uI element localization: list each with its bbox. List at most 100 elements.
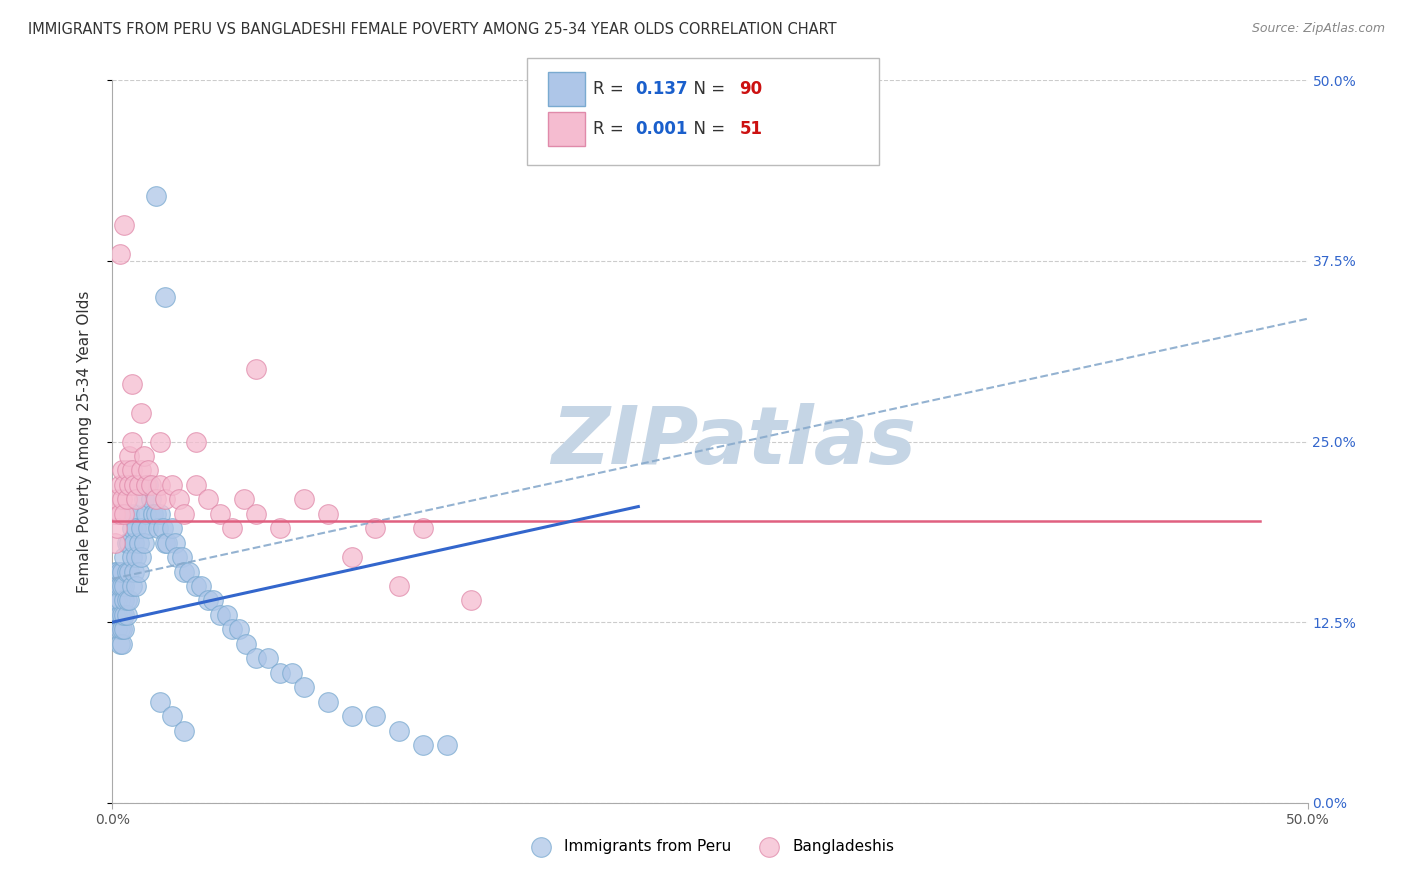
Bangladeshis xyxy=(233,492,256,507)
Immigrants from Peru xyxy=(114,623,135,637)
Text: R =: R = xyxy=(593,80,630,98)
Text: 0.137: 0.137 xyxy=(636,80,688,98)
Immigrants from Peru xyxy=(105,623,128,637)
Text: N =: N = xyxy=(683,120,731,138)
Immigrants from Peru xyxy=(166,550,188,565)
Immigrants from Peru xyxy=(217,607,239,622)
Immigrants from Peru xyxy=(108,565,131,579)
Immigrants from Peru xyxy=(162,709,183,723)
Bangladeshis xyxy=(173,507,195,521)
Bangladeshis xyxy=(149,434,172,449)
Immigrants from Peru xyxy=(104,607,127,622)
Bangladeshis xyxy=(104,507,127,521)
Bangladeshis xyxy=(121,434,143,449)
Bangladeshis xyxy=(197,492,219,507)
Immigrants from Peru xyxy=(104,593,127,607)
Bangladeshis xyxy=(111,492,134,507)
Immigrants from Peru xyxy=(129,550,152,565)
Immigrants from Peru xyxy=(153,535,176,549)
Immigrants from Peru xyxy=(145,507,167,521)
Immigrants from Peru xyxy=(142,507,165,521)
Text: ZIPatlas: ZIPatlas xyxy=(551,402,917,481)
Immigrants from Peru xyxy=(105,593,128,607)
Immigrants from Peru xyxy=(436,738,458,752)
Bangladeshis xyxy=(128,478,150,492)
Immigrants from Peru xyxy=(173,565,195,579)
Bangladeshis xyxy=(145,492,167,507)
Immigrants from Peru xyxy=(138,478,160,492)
Bangladeshis xyxy=(153,492,176,507)
Immigrants from Peru xyxy=(163,535,186,549)
Immigrants from Peru xyxy=(114,607,135,622)
Immigrants from Peru xyxy=(177,565,200,579)
Immigrants from Peru xyxy=(412,738,434,752)
Text: 0.001: 0.001 xyxy=(636,120,688,138)
Immigrants from Peru xyxy=(388,723,411,738)
Immigrants from Peru xyxy=(108,607,131,622)
Immigrants from Peru xyxy=(108,623,131,637)
Immigrants from Peru xyxy=(115,593,138,607)
Immigrants from Peru xyxy=(364,709,387,723)
Immigrants from Peru xyxy=(128,565,150,579)
Bangladeshis xyxy=(135,478,157,492)
Bangladeshis xyxy=(104,535,127,549)
Immigrants from Peru xyxy=(125,550,148,565)
Immigrants from Peru xyxy=(122,535,145,549)
Text: IMMIGRANTS FROM PERU VS BANGLADESHI FEMALE POVERTY AMONG 25-34 YEAR OLDS CORRELA: IMMIGRANTS FROM PERU VS BANGLADESHI FEMA… xyxy=(28,22,837,37)
Immigrants from Peru xyxy=(145,189,167,203)
Immigrants from Peru xyxy=(108,637,131,651)
Immigrants from Peru xyxy=(132,492,155,507)
Bangladeshis xyxy=(364,521,387,535)
Immigrants from Peru xyxy=(118,593,141,607)
Bangladeshis xyxy=(121,376,143,391)
Immigrants from Peru xyxy=(111,565,134,579)
Immigrants from Peru xyxy=(162,521,183,535)
Bangladeshis xyxy=(129,406,152,420)
Immigrants from Peru xyxy=(281,665,304,680)
Bangladeshis xyxy=(115,492,138,507)
Immigrants from Peru xyxy=(108,579,131,593)
Immigrants from Peru xyxy=(135,507,157,521)
Immigrants from Peru xyxy=(121,550,143,565)
Bangladeshis xyxy=(388,579,411,593)
Bangladeshis xyxy=(186,478,208,492)
Immigrants from Peru xyxy=(292,680,315,694)
Immigrants from Peru xyxy=(173,723,195,738)
Bangladeshis xyxy=(412,521,434,535)
Immigrants from Peru xyxy=(122,507,145,521)
Immigrants from Peru xyxy=(228,623,250,637)
Immigrants from Peru xyxy=(104,565,127,579)
Bangladeshis xyxy=(149,478,172,492)
Immigrants from Peru xyxy=(257,651,280,665)
Immigrants from Peru xyxy=(340,709,363,723)
Immigrants from Peru xyxy=(108,593,131,607)
Immigrants from Peru xyxy=(170,550,193,565)
Immigrants from Peru xyxy=(122,565,145,579)
Bangladeshis xyxy=(162,478,183,492)
Immigrants from Peru xyxy=(269,665,291,680)
Bangladeshis xyxy=(108,478,131,492)
Bangladeshis xyxy=(105,492,128,507)
Immigrants from Peru xyxy=(118,507,141,521)
Immigrants from Peru xyxy=(132,535,155,549)
Bangladeshis xyxy=(115,463,138,477)
Bangladeshis xyxy=(245,362,267,376)
Bangladeshis xyxy=(316,507,339,521)
Bangladeshis xyxy=(221,521,243,535)
Immigrants from Peru xyxy=(111,579,134,593)
Bangladeshis xyxy=(129,463,152,477)
Immigrants from Peru xyxy=(115,565,138,579)
Y-axis label: Female Poverty Among 25-34 Year Olds: Female Poverty Among 25-34 Year Olds xyxy=(77,291,91,592)
Immigrants from Peru xyxy=(115,535,138,549)
Bangladeshis xyxy=(118,449,141,463)
Immigrants from Peru xyxy=(105,565,128,579)
Bangladeshis xyxy=(245,507,267,521)
Immigrants from Peru xyxy=(111,607,134,622)
Bangladeshis xyxy=(122,478,145,492)
Bangladeshis xyxy=(121,463,143,477)
Immigrants from Peru xyxy=(115,607,138,622)
Immigrants from Peru xyxy=(125,579,148,593)
Bangladeshis xyxy=(132,449,155,463)
Immigrants from Peru xyxy=(111,637,134,651)
Immigrants from Peru xyxy=(128,535,150,549)
